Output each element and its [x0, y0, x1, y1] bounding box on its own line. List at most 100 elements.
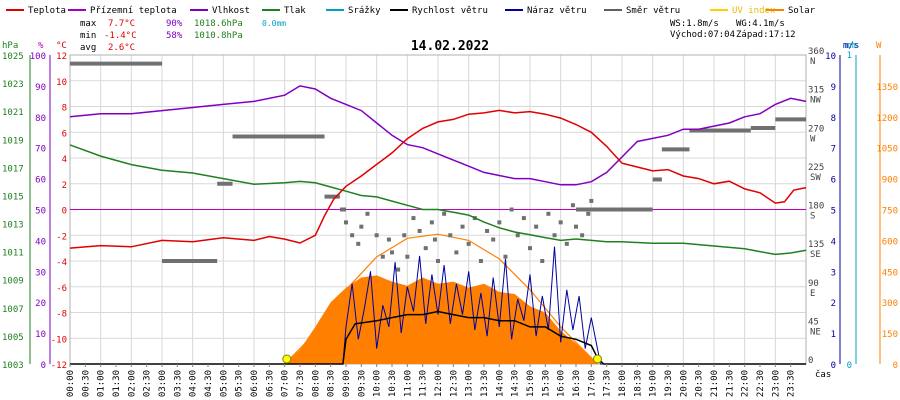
wind-direction-point: [589, 198, 594, 203]
celsius-tick-label: 6: [62, 129, 67, 139]
wind-direction-point: [580, 233, 585, 238]
x-tick-label: 21:00: [710, 370, 720, 397]
ms-tick-label: 0: [831, 361, 836, 371]
wind-direction-point: [405, 254, 410, 259]
x-tick-label: 10:30: [388, 370, 398, 397]
percent-tick-label: 20: [35, 299, 46, 309]
celsius-tick-label: -8: [56, 310, 67, 320]
w-axis-unit: W: [876, 41, 882, 51]
direction-tick-degree: 90: [808, 279, 819, 289]
percent-tick-label: 90: [35, 83, 46, 93]
stat-avg-label: avg: [80, 43, 96, 53]
w-tick-label: 1050: [876, 145, 898, 155]
percent-tick-label: 50: [35, 207, 46, 217]
x-tick-label: 17:00: [587, 370, 597, 397]
hpa-tick-label: 1003: [2, 361, 24, 371]
w-tick-label: 450: [882, 268, 898, 278]
legend-label: Vlhkost: [212, 6, 250, 16]
wind-direction-point: [534, 224, 539, 229]
solar-layer: [284, 233, 598, 365]
w-tick-label: 300: [882, 299, 898, 309]
ms-tick-label: 8: [831, 114, 836, 124]
wind-direction-point: [497, 220, 502, 225]
ms-tick-label: 9: [831, 83, 836, 93]
x-tick-label: 13:00: [465, 370, 475, 397]
wind-direction-point: [402, 233, 407, 238]
sunrise: Východ:07:04: [670, 30, 735, 40]
x-tick-label: 15:30: [541, 370, 551, 397]
x-tick-label: 20:00: [679, 370, 689, 397]
stat-max-label: max: [80, 19, 97, 29]
x-tick-label: 06:30: [265, 370, 275, 397]
percent-axis-unit: %: [38, 41, 44, 51]
x-tick-label: 11:30: [419, 370, 429, 397]
wind-direction-point: [574, 224, 578, 229]
stat-min-hum: 58%: [166, 31, 183, 41]
hpa-tick-label: 1007: [2, 305, 24, 315]
celsius-tick-label: 4: [62, 155, 67, 165]
celsius-tick-label: 8: [62, 104, 67, 114]
direction-tick-degree: 45: [808, 317, 819, 327]
x-tick-label: 19:30: [664, 370, 674, 397]
hpa-tick-label: 1025: [2, 52, 24, 62]
mm-axis-unit: mm: [846, 41, 857, 51]
hpa-tick-label: 1019: [2, 136, 24, 146]
wind-direction-point: [411, 216, 416, 221]
direction-tick-name: N: [810, 57, 815, 67]
w-tick-label: 750: [882, 207, 898, 217]
chart-title: 14.02.2022: [411, 39, 489, 54]
celsius-axis-unit: °C: [56, 41, 67, 51]
legend: Teplota Přízemní teplota Vlhkost Tlak Srážky…: [6, 6, 816, 16]
wind-direction-point: [509, 207, 514, 212]
hpa-tick-label: 1017: [2, 164, 24, 174]
x-tick-label: 04:30: [204, 370, 214, 397]
wind-direction-point: [448, 233, 453, 238]
direction-tick-degree: 315: [808, 86, 824, 96]
legend-label: Solar: [788, 6, 816, 16]
x-tick-label: 14:00: [495, 370, 505, 397]
w-tick-label: 1200: [876, 114, 898, 124]
wind-direction-point: [374, 233, 379, 238]
w-tick-label: 900: [882, 176, 898, 186]
wind-direction-point: [429, 220, 434, 225]
wind-wg: WG:4.1m/s: [736, 19, 785, 29]
celsius-tick-label: -4: [56, 258, 67, 268]
wind-direction-point: [564, 241, 569, 246]
wind-direction-point: [540, 259, 545, 263]
w-tick-label: 600: [882, 237, 898, 247]
direction-tick-degree: 180: [808, 202, 824, 212]
ms-tick-label: 4: [831, 237, 836, 247]
sun-marker: [282, 354, 292, 364]
wind-direction-point: [466, 241, 471, 246]
wind-direction-point: [390, 250, 394, 255]
wind-direction-point: [423, 246, 428, 251]
x-tick-label: 19:00: [649, 370, 659, 397]
wind-speed-line: [70, 310, 806, 365]
x-tick-label: 18:00: [618, 370, 628, 397]
celsius-tick-label: -12: [51, 361, 67, 371]
legend-label: Rychlost větru: [412, 6, 488, 16]
ms-tick-label: 1: [831, 330, 836, 340]
w-tick-label: 0: [893, 361, 898, 371]
ms-axis-unit: m/s: [843, 41, 859, 51]
x-tick-label: 22:00: [741, 370, 751, 397]
hpa-tick-label: 1011: [2, 249, 24, 259]
wind-direction-point: [356, 241, 361, 246]
x-tick-label: 11:00: [403, 370, 413, 397]
sun-marker: [592, 354, 602, 364]
celsius-tick-label: -10: [51, 335, 67, 345]
x-tick-label: 22:30: [756, 370, 766, 397]
x-tick-label: 16:00: [557, 370, 567, 397]
legend-label: Srážky: [348, 6, 381, 16]
x-tick-label: 09:00: [342, 370, 352, 397]
x-tick-label: 17:30: [603, 370, 613, 397]
celsius-tick-label: 12: [56, 52, 67, 62]
direction-tick-name: SE: [810, 250, 821, 260]
direction-tick-name: NW: [810, 96, 821, 106]
wind-direction-point: [460, 224, 465, 229]
percent-tick-label: 30: [35, 268, 46, 278]
stat-max-temp: 7.7°C: [108, 19, 135, 29]
x-tick-label: 05:00: [219, 370, 229, 397]
x-tick-label: 23:30: [787, 370, 797, 397]
